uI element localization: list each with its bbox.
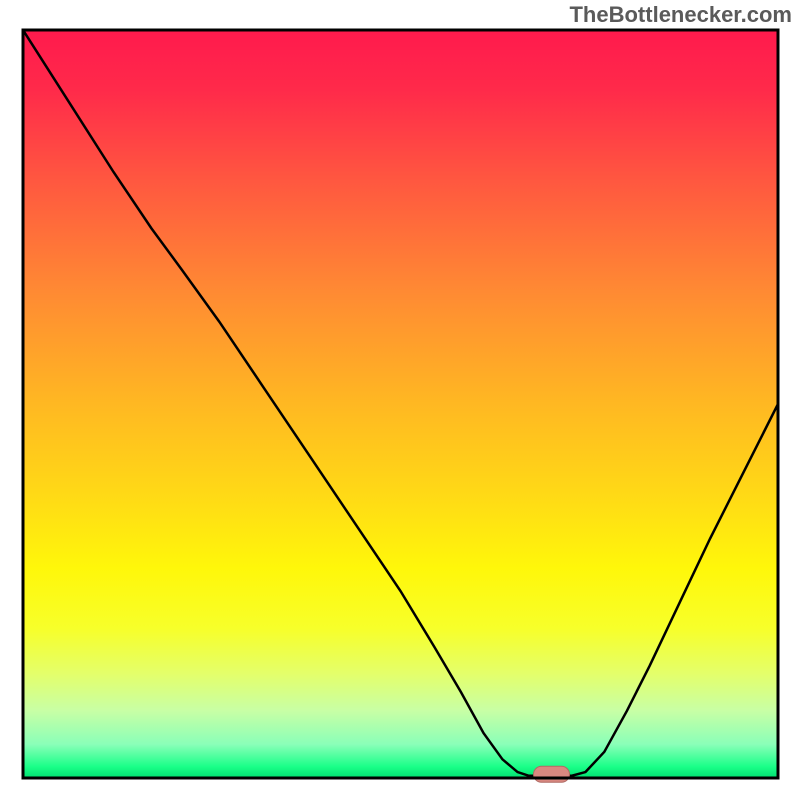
gradient-background: [23, 30, 778, 778]
bottleneck-curve-chart: [0, 0, 800, 800]
watermark-text: TheBottlenecker.com: [569, 2, 792, 28]
optimal-marker: [534, 766, 570, 782]
